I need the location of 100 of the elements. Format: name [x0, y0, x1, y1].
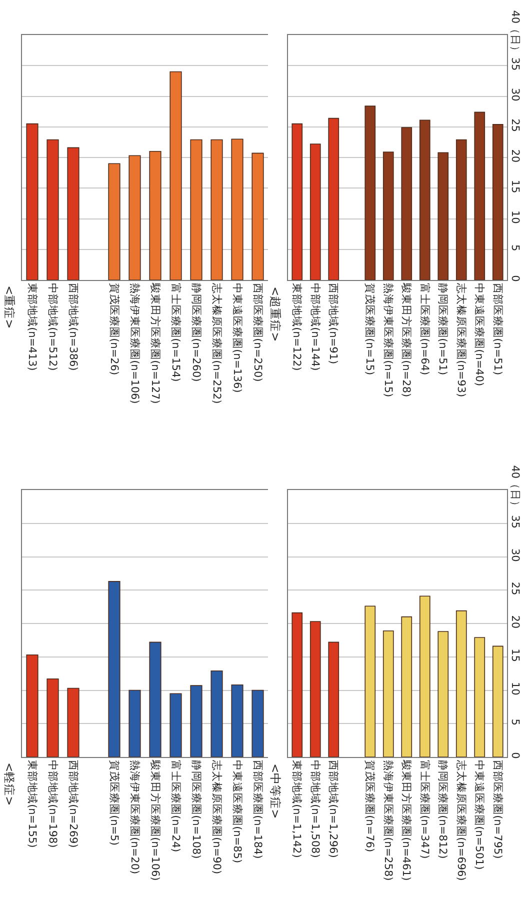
y-tick-label: 35 — [509, 515, 521, 528]
bar — [310, 144, 321, 280]
bar — [108, 581, 120, 757]
x-tick-label: 志太榛原医療圏(n=252) — [210, 283, 224, 404]
bar — [492, 646, 504, 757]
x-tick-label: 中部地域(n=198) — [46, 760, 60, 848]
x-tick-label: 熱海伊東医療圏(n=15) — [382, 283, 395, 398]
bar — [190, 139, 202, 280]
x-tick-label: 静岡医療圏(n=108) — [190, 760, 203, 859]
bar — [252, 152, 264, 280]
bar — [26, 123, 38, 280]
x-tick-label: 富士医療圏(n=347) — [418, 760, 432, 859]
bar — [210, 670, 223, 757]
x-tick-label: 東部地域(n=122) — [290, 283, 304, 371]
x-tick-label: 中部地域(n=1,508) — [308, 760, 322, 858]
x-tick-label: 志太榛原医療圏(n=90) — [210, 760, 224, 874]
bar — [419, 120, 430, 280]
y-tick-label: 25 — [509, 582, 521, 596]
x-tick-label: 西部医療圏(n=184) — [251, 760, 264, 859]
text: <中等症> — [268, 764, 282, 819]
bar — [364, 106, 376, 280]
x-tick-label: 熱海伊東医療圏(n=106) — [128, 283, 142, 404]
y-tick-label: 20 — [509, 615, 521, 629]
bar — [210, 139, 223, 280]
x-tick-label: 熱海伊東医療圏(n=20) — [128, 760, 142, 874]
x-tick-label: 中東遠医療圏(n=136) — [230, 283, 244, 393]
x-tick-label: 富士医療圏(n=24) — [169, 760, 182, 852]
x-tick-label: 富士医療圏(n=64) — [418, 283, 432, 376]
bar — [149, 642, 162, 757]
bar — [128, 690, 141, 757]
x-tick-label: 中東遠医療圏(n=85) — [230, 760, 244, 864]
y-tick-label: 5 — [509, 244, 521, 252]
x-tick-label: 西部医療圏(n=51) — [491, 283, 504, 376]
x-tick-label: 賀茂医療圏(n=76) — [364, 760, 377, 852]
y-tick-label: 0 — [509, 752, 521, 759]
bar — [382, 630, 394, 757]
x-tick-label: 駿東田方医療圏(n=106) — [148, 759, 162, 881]
x-tick-label: 中東遠医療圏(n=501) — [473, 760, 486, 870]
x-tick-label: 中部地域(n=144) — [308, 283, 322, 371]
text: <軽症> — [2, 762, 16, 806]
x-tick-label: 中東遠医療圏(n=40) — [473, 283, 486, 386]
bar — [252, 690, 264, 757]
x-tick-label: 西部地域(n=386) — [66, 283, 80, 371]
x-tick-label: 賀茂医療圏(n=15) — [364, 283, 377, 376]
x-tick-label: 富士医療圏(n=154) — [169, 283, 182, 382]
y-tick-label: 0 — [509, 275, 521, 282]
y-tick-label: 15 — [509, 648, 521, 662]
text: <重症> — [2, 286, 16, 329]
x-tick-label: 静岡医療圏(n=812) — [436, 760, 450, 859]
x-tick-label: 静岡医療圏(n=260) — [190, 283, 203, 382]
y-tick-label: 10 — [509, 682, 521, 696]
bar — [364, 606, 376, 757]
y-tick-label: 30 — [509, 548, 521, 562]
bar — [438, 631, 449, 757]
x-tick-label: 賀茂医療圏(n=5) — [108, 760, 121, 846]
bar — [149, 150, 162, 280]
x-tick-label: 東部地域(n=155) — [26, 760, 39, 848]
x-tick-label: 静岡医療圏(n=51) — [436, 283, 450, 376]
bar — [231, 684, 244, 757]
bar — [382, 152, 394, 280]
y-tick-label: 5 — [509, 718, 521, 726]
x-tick-label: 西部医療圏(n=795) — [491, 760, 504, 859]
y-tick-label: 20 — [509, 149, 521, 163]
bar — [492, 124, 504, 280]
x-tick-label: 東部地域(n=1,142) — [290, 760, 304, 858]
y-tick-label: 10 — [509, 210, 521, 224]
bar — [26, 654, 38, 757]
bar — [328, 118, 340, 280]
bar — [292, 612, 303, 757]
bar — [108, 163, 120, 280]
bar — [46, 678, 59, 757]
x-tick-label: 賀茂医療圏(n=26) — [108, 283, 121, 376]
bar — [401, 616, 412, 757]
x-tick-label: 駿東田方医療圏(n=461) — [400, 759, 414, 881]
x-tick-label: 志太榛原医療圏(n=93) — [454, 283, 468, 398]
x-tick-label: 西部地域(n=269) — [66, 760, 80, 848]
bar — [292, 123, 303, 280]
text: <超重症> — [268, 286, 282, 342]
y-tick-label: 40（日） — [509, 10, 521, 57]
x-tick-label: 西部医療圏(n=250) — [251, 283, 264, 382]
y-tick-label: 35 — [509, 57, 521, 71]
bar — [67, 688, 80, 757]
bar — [474, 637, 486, 757]
bar — [190, 685, 202, 757]
bar — [456, 139, 467, 280]
y-tick-label: 25 — [509, 118, 521, 132]
x-tick-label: 志太榛原医療圏(n=696) — [454, 760, 468, 881]
bar — [456, 610, 467, 757]
x-tick-label: 東部地域(n=413) — [26, 283, 39, 371]
bar — [128, 155, 141, 280]
y-tick-label: 40（日） — [509, 465, 521, 512]
bar — [170, 71, 182, 280]
y-tick-label: 30 — [509, 88, 521, 102]
x-tick-label: 中部地域(n=512) — [46, 283, 60, 371]
bar — [67, 147, 80, 280]
bar — [170, 693, 182, 757]
bar — [310, 621, 321, 757]
x-tick-label: 熱海伊東医療圏(n=258) — [382, 760, 395, 881]
bar — [474, 112, 486, 280]
x-tick-label: 駿東田方医療圏(n=127) — [148, 282, 162, 404]
